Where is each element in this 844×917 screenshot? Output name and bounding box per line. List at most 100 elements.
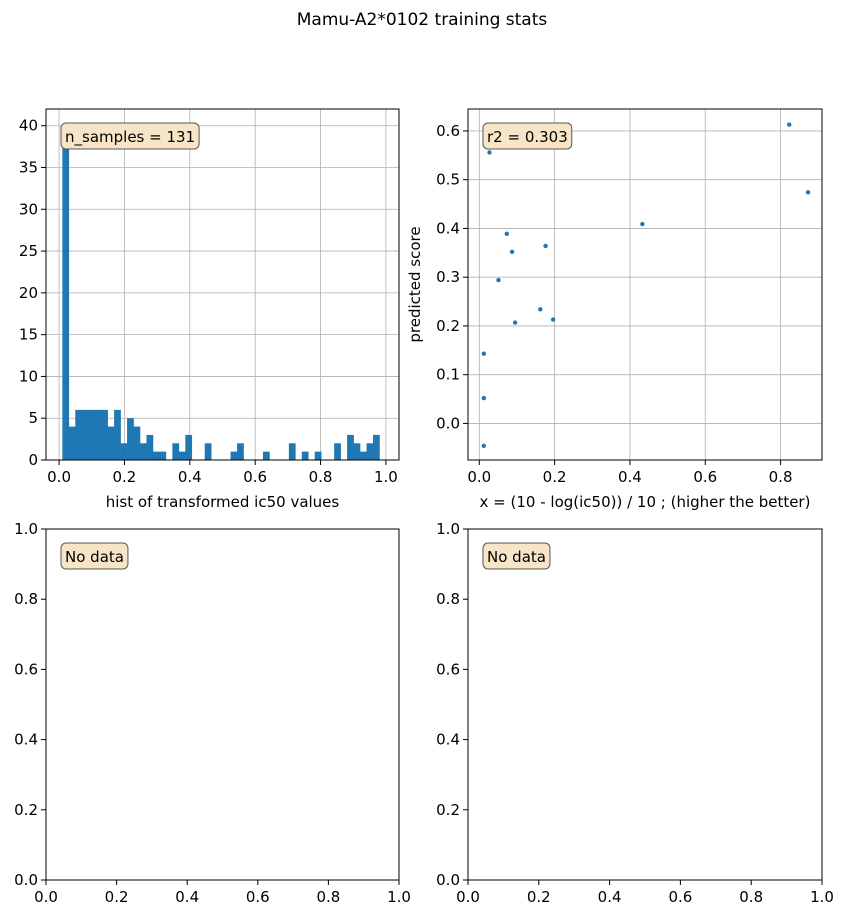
x-tick-label: 0.2 <box>543 468 567 486</box>
histogram-bar <box>133 426 141 460</box>
scatter-point <box>543 243 548 249</box>
empty-panel-right: 0.0 0.2 0.4 0.6 0.8 1.0 0.0 0.2 0.4 0.6 0.8 1.0 No d… <box>436 520 834 906</box>
x-tick-label: 1.0 <box>374 468 398 486</box>
histogram-bar <box>140 443 147 460</box>
x-axis-label: hist of transformed ic50 values <box>106 493 340 511</box>
y-tick-label: 0.2 <box>436 801 460 819</box>
x-tick-label: 0.4 <box>175 888 199 906</box>
axes-frame <box>467 528 823 881</box>
histogram-bar <box>314 451 322 460</box>
scatter-point <box>512 320 518 325</box>
x-tick-label: 0.2 <box>105 888 129 906</box>
scatter-point <box>550 317 556 322</box>
histogram-bar <box>347 434 354 460</box>
x-tick-label: 0.8 <box>309 468 333 486</box>
scatter-point <box>481 351 487 356</box>
y-tick-label: 10 <box>19 367 38 385</box>
y-tick-label: 20 <box>19 284 38 302</box>
y-tick-label: 30 <box>19 200 38 218</box>
annotation-text: r2 = 0.303 <box>487 128 568 146</box>
x-tick-label: 0.0 <box>456 888 480 906</box>
annotation-text: No data <box>65 548 124 566</box>
scatter-point <box>787 122 792 127</box>
scatter-point <box>496 277 501 283</box>
y-tick-label: 1.0 <box>14 520 38 538</box>
y-tick-label: 0.8 <box>436 590 460 608</box>
x-tick-label: 1.0 <box>810 888 834 906</box>
y-tick-label: 0.1 <box>436 366 460 384</box>
x-tick-label: 0.0 <box>47 468 71 486</box>
scatter-point <box>509 249 515 255</box>
annotation-text: No data <box>487 548 546 566</box>
y-tick-label: 0.0 <box>14 871 38 889</box>
y-tick-label: 5 <box>28 409 38 427</box>
x-axis-label: x = (10 - log(ic50)) / 10 ; (higher the … <box>480 493 811 511</box>
y-axis-label: predicted score <box>406 226 424 342</box>
histogram-bar <box>88 409 96 460</box>
y-tick-label: 0.5 <box>436 171 460 189</box>
x-tick-label: 0.0 <box>34 888 58 906</box>
histogram-bar <box>288 443 296 460</box>
histogram-bar <box>152 451 160 460</box>
x-tick-label: 0.6 <box>693 468 717 486</box>
scatter-point <box>538 307 543 312</box>
histogram-bar <box>159 451 167 460</box>
annotation-text: n_samples = 131 <box>65 128 195 147</box>
histogram-bar <box>114 409 121 460</box>
y-tick-label: 0.2 <box>14 801 38 819</box>
scatter-point <box>504 231 509 236</box>
scatter-point <box>487 150 492 155</box>
x-tick-label: 0.8 <box>316 888 340 906</box>
figure-title: Mamu-A2*0102 training stats <box>297 10 548 30</box>
y-tick-label: 0.4 <box>436 731 460 749</box>
histogram-bar <box>360 451 367 460</box>
empty-panel-left: 0.0 0.2 0.4 0.6 0.8 1.0 0.0 0.2 0.4 0.6 0.8 1.0 No d… <box>14 520 411 906</box>
axes-frame <box>45 108 400 461</box>
x-tick-label: 1.0 <box>387 888 411 906</box>
y-tick-label: 0.6 <box>14 660 38 678</box>
histogram-bar <box>178 451 186 460</box>
histogram-bar <box>101 409 108 460</box>
histogram-bar <box>81 409 89 460</box>
y-tick-label: 0.2 <box>436 317 460 335</box>
histogram-bar <box>301 451 309 460</box>
annotation-box <box>482 122 573 150</box>
y-tick-label: 0.0 <box>436 871 460 889</box>
scatter-point <box>640 221 645 227</box>
y-tick-label: 0.6 <box>436 660 460 678</box>
histogram-bar <box>237 443 244 460</box>
histogram-bar <box>262 451 270 460</box>
histogram-panel: 0.0 0.2 0.4 0.6 0.8 1.0 0 5 10 15 20 25 30 35 40 hist o… <box>19 108 400 511</box>
x-tick-label: 0.8 <box>739 888 763 906</box>
y-tick-label: 25 <box>19 242 38 260</box>
scatter-panel: 0.0 0.2 0.4 0.6 0.8 0.0 0.1 0.2 0.3 0.4 0.5 0.6 x = … <box>406 108 823 511</box>
histogram-bar <box>94 409 102 460</box>
scatter-point <box>805 190 811 195</box>
y-tick-label: 0.3 <box>436 268 460 286</box>
x-tick-label: 0.2 <box>527 888 551 906</box>
scatter-point <box>481 443 487 449</box>
y-tick-label: 0.8 <box>14 590 38 608</box>
histogram-bar <box>372 434 380 460</box>
y-tick-label: 0 <box>28 451 38 469</box>
histogram-bar <box>127 418 134 460</box>
x-tick-label: 0.6 <box>668 888 692 906</box>
y-tick-label: 15 <box>19 326 38 344</box>
x-tick-label: 0.6 <box>243 468 267 486</box>
histogram-bar <box>120 443 128 460</box>
histogram-bar <box>172 443 180 460</box>
y-tick-label: 0.4 <box>14 731 38 749</box>
histogram-bar <box>68 426 76 460</box>
histogram-bar <box>75 409 83 460</box>
annotation-box <box>60 542 129 570</box>
histogram-bar <box>353 443 361 460</box>
x-tick-label: 0.0 <box>467 468 491 486</box>
y-tick-label: 0.4 <box>436 219 460 237</box>
histogram-bar <box>146 434 154 460</box>
axes-frame <box>45 528 400 881</box>
x-tick-label: 0.4 <box>178 468 202 486</box>
axes-frame <box>467 108 823 461</box>
histogram-bar <box>185 434 193 460</box>
x-tick-label: 0.2 <box>113 468 137 486</box>
